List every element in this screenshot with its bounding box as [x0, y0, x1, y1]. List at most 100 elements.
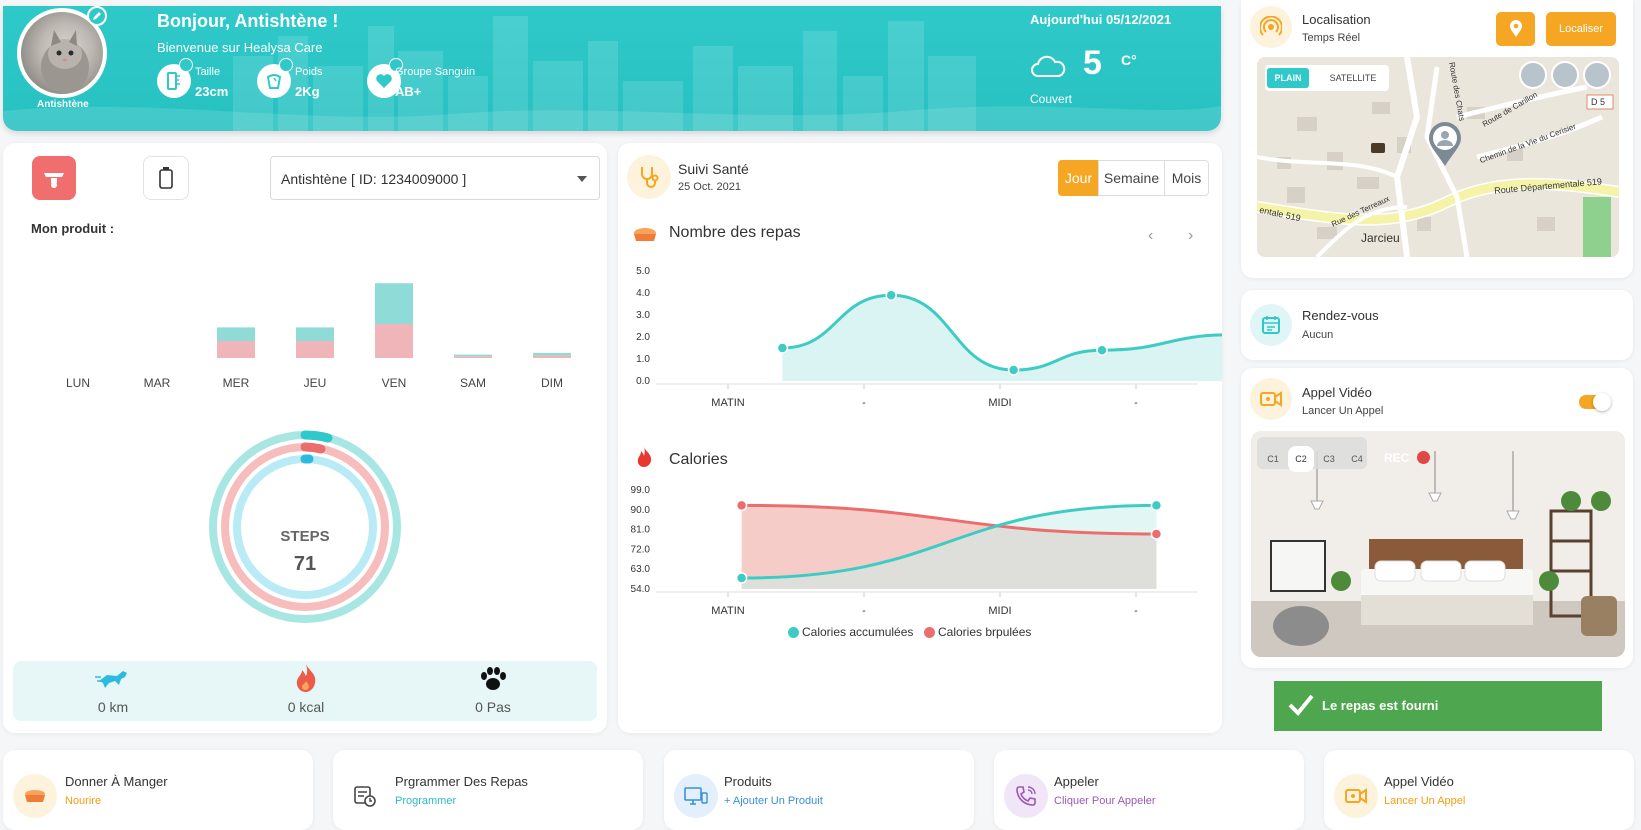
pet-name: Antishtène	[37, 99, 89, 110]
welcome-banner: Antishtène Bonjour, Antishtène ! Bienven…	[3, 6, 1221, 131]
pet-location-marker-icon[interactable]	[1427, 122, 1463, 173]
tab-jour[interactable]: Jour	[1058, 160, 1099, 196]
action-title: Appel Vidéo	[1384, 774, 1454, 789]
camera-feed[interactable]: C1 C2 C3 C4 REC	[1251, 431, 1625, 657]
localiser-button[interactable]: Localiser	[1546, 12, 1616, 46]
location-card: Localisation Temps Réel Localiser Rou	[1241, 0, 1633, 278]
welcome-text: Bienvenue sur Healysa Care	[157, 40, 323, 55]
meals-point[interactable]	[1096, 344, 1108, 356]
accumulated-area	[741, 505, 1157, 589]
action-products[interactable]: Produits + Ajouter Un Produit	[664, 750, 974, 830]
cam-c1[interactable]: C1	[1267, 454, 1279, 464]
action-title: Donner À Manger	[65, 774, 168, 789]
legend-dot-burned	[924, 627, 935, 638]
pet-select[interactable]: Antishtène [ ID: 1234009000 ]	[270, 156, 600, 200]
meals-area	[782, 295, 1232, 381]
edit-avatar-icon[interactable]	[87, 6, 107, 26]
health-date: 25 Oct. 2021	[678, 181, 741, 193]
map-tab-satellite[interactable]: SATELLITE	[1329, 73, 1377, 83]
x-tick-label: -	[1134, 397, 1138, 409]
week-day-label: SAM	[460, 376, 486, 390]
calendar-icon	[1250, 304, 1292, 346]
collar-button[interactable]	[32, 156, 76, 200]
edit-blood-icon[interactable]	[389, 58, 403, 72]
map-pin-icon	[1509, 20, 1522, 37]
action-sub: Cliquer Pour Appeler	[1054, 795, 1156, 807]
y-tick-label: 1.0	[636, 354, 650, 365]
video-camera-icon	[1250, 378, 1292, 420]
burned-point[interactable]	[735, 499, 748, 512]
tab-mois[interactable]: Mois	[1164, 160, 1209, 196]
kcal-value: 0 kcal	[287, 699, 325, 715]
action-feed[interactable]: Donner À Manger Nourire	[3, 750, 313, 830]
greeting: Bonjour, Antishtène !	[157, 11, 339, 31]
steps-rings	[209, 430, 401, 623]
running-dog-icon	[95, 667, 131, 694]
schedule-icon	[343, 774, 387, 818]
camera-selector: C1 C2 C3 C4	[1257, 437, 1367, 472]
action-call[interactable]: Appeler Cliquer Pour Appeler	[994, 750, 1304, 830]
weather-text: Couvert	[1030, 92, 1073, 106]
user-avatar-icon[interactable]	[1583, 61, 1611, 89]
meals-point[interactable]	[1007, 364, 1020, 376]
rec-label: REC	[1384, 451, 1410, 465]
stat-label: Groupe Sanguin	[395, 66, 476, 78]
meals-point[interactable]	[776, 342, 789, 354]
week-bar-segment	[296, 327, 334, 341]
chevron-left-icon[interactable]: ‹	[1148, 227, 1154, 244]
x-tick-label: -	[862, 397, 866, 409]
pin-button[interactable]	[1496, 12, 1535, 46]
accumulated-point[interactable]	[735, 572, 748, 584]
week-bar-segment	[454, 356, 492, 358]
edit-height-icon[interactable]	[179, 58, 193, 72]
weekly-bars-svg: LUN MAR MER JEU VEN SAM DIM	[66, 283, 571, 390]
accumulated-point[interactable]	[1150, 499, 1163, 512]
stat-value: 23cm	[195, 84, 229, 99]
x-tick-label: MATIN	[711, 605, 744, 617]
distance-value: 0 km	[97, 699, 129, 715]
avatar[interactable]	[17, 8, 107, 98]
chevron-right-icon[interactable]: ›	[1188, 227, 1194, 244]
edit-weight-icon[interactable]	[279, 58, 293, 72]
action-title: Appeler	[1054, 774, 1099, 789]
y-tick-label: 72.0	[631, 544, 651, 555]
action-sub: + Ajouter Un Produit	[724, 795, 823, 807]
checkmark-icon	[1288, 693, 1314, 722]
week-bar-segment	[217, 341, 255, 358]
toast-message: Le repas est fourni	[1322, 698, 1439, 713]
health-title: Suivi Santé	[678, 161, 749, 177]
devices-icon	[674, 774, 718, 818]
cam-c4[interactable]: C4	[1351, 454, 1363, 464]
chevron-down-icon	[577, 176, 587, 182]
week-bar-segment	[533, 352, 571, 356]
action-sub: Nourire	[65, 795, 102, 807]
action-schedule-meals[interactable]: Prgrammer Des Repas Programmer	[333, 750, 643, 830]
x-tick-label: -	[1134, 605, 1138, 617]
location-signal-icon	[1250, 6, 1292, 48]
cam-c3[interactable]: C3	[1323, 454, 1335, 464]
battery-button[interactable]	[143, 156, 189, 200]
map-label: Jarcieu	[1361, 231, 1400, 245]
action-video-call[interactable]: Appel Vidéo Lancer Un Appel	[1324, 750, 1634, 830]
accumulated-line	[741, 503, 1157, 580]
video-toggle[interactable]	[1579, 393, 1611, 411]
cloud-icon	[1030, 54, 1066, 85]
cam-c2[interactable]: C2	[1288, 446, 1314, 472]
pet-select-value: Antishtène [ ID: 1234009000 ]	[281, 171, 467, 187]
map-view[interactable]: Route Départementale 519 Jarcieu Rue des…	[1257, 57, 1619, 257]
user-avatar-icon[interactable]	[1551, 61, 1579, 89]
paw-icon	[480, 667, 506, 696]
week-day-label: MAR	[144, 376, 171, 390]
meals-point[interactable]	[885, 289, 897, 301]
flame-icon	[293, 663, 319, 698]
map-tab-plain[interactable]: PLAIN	[1267, 68, 1309, 88]
user-avatar-icon[interactable]	[1519, 61, 1547, 89]
week-bar-segment	[296, 341, 334, 358]
steps-value: 71	[293, 553, 317, 575]
burned-point[interactable]	[1150, 528, 1163, 540]
tab-semaine[interactable]: Semaine	[1098, 160, 1165, 196]
today-date: Aujourd'hui 05/12/2021	[1030, 12, 1172, 27]
week-bar-segment	[533, 355, 571, 358]
video-call-title: Appel Vidéo	[1302, 385, 1372, 400]
